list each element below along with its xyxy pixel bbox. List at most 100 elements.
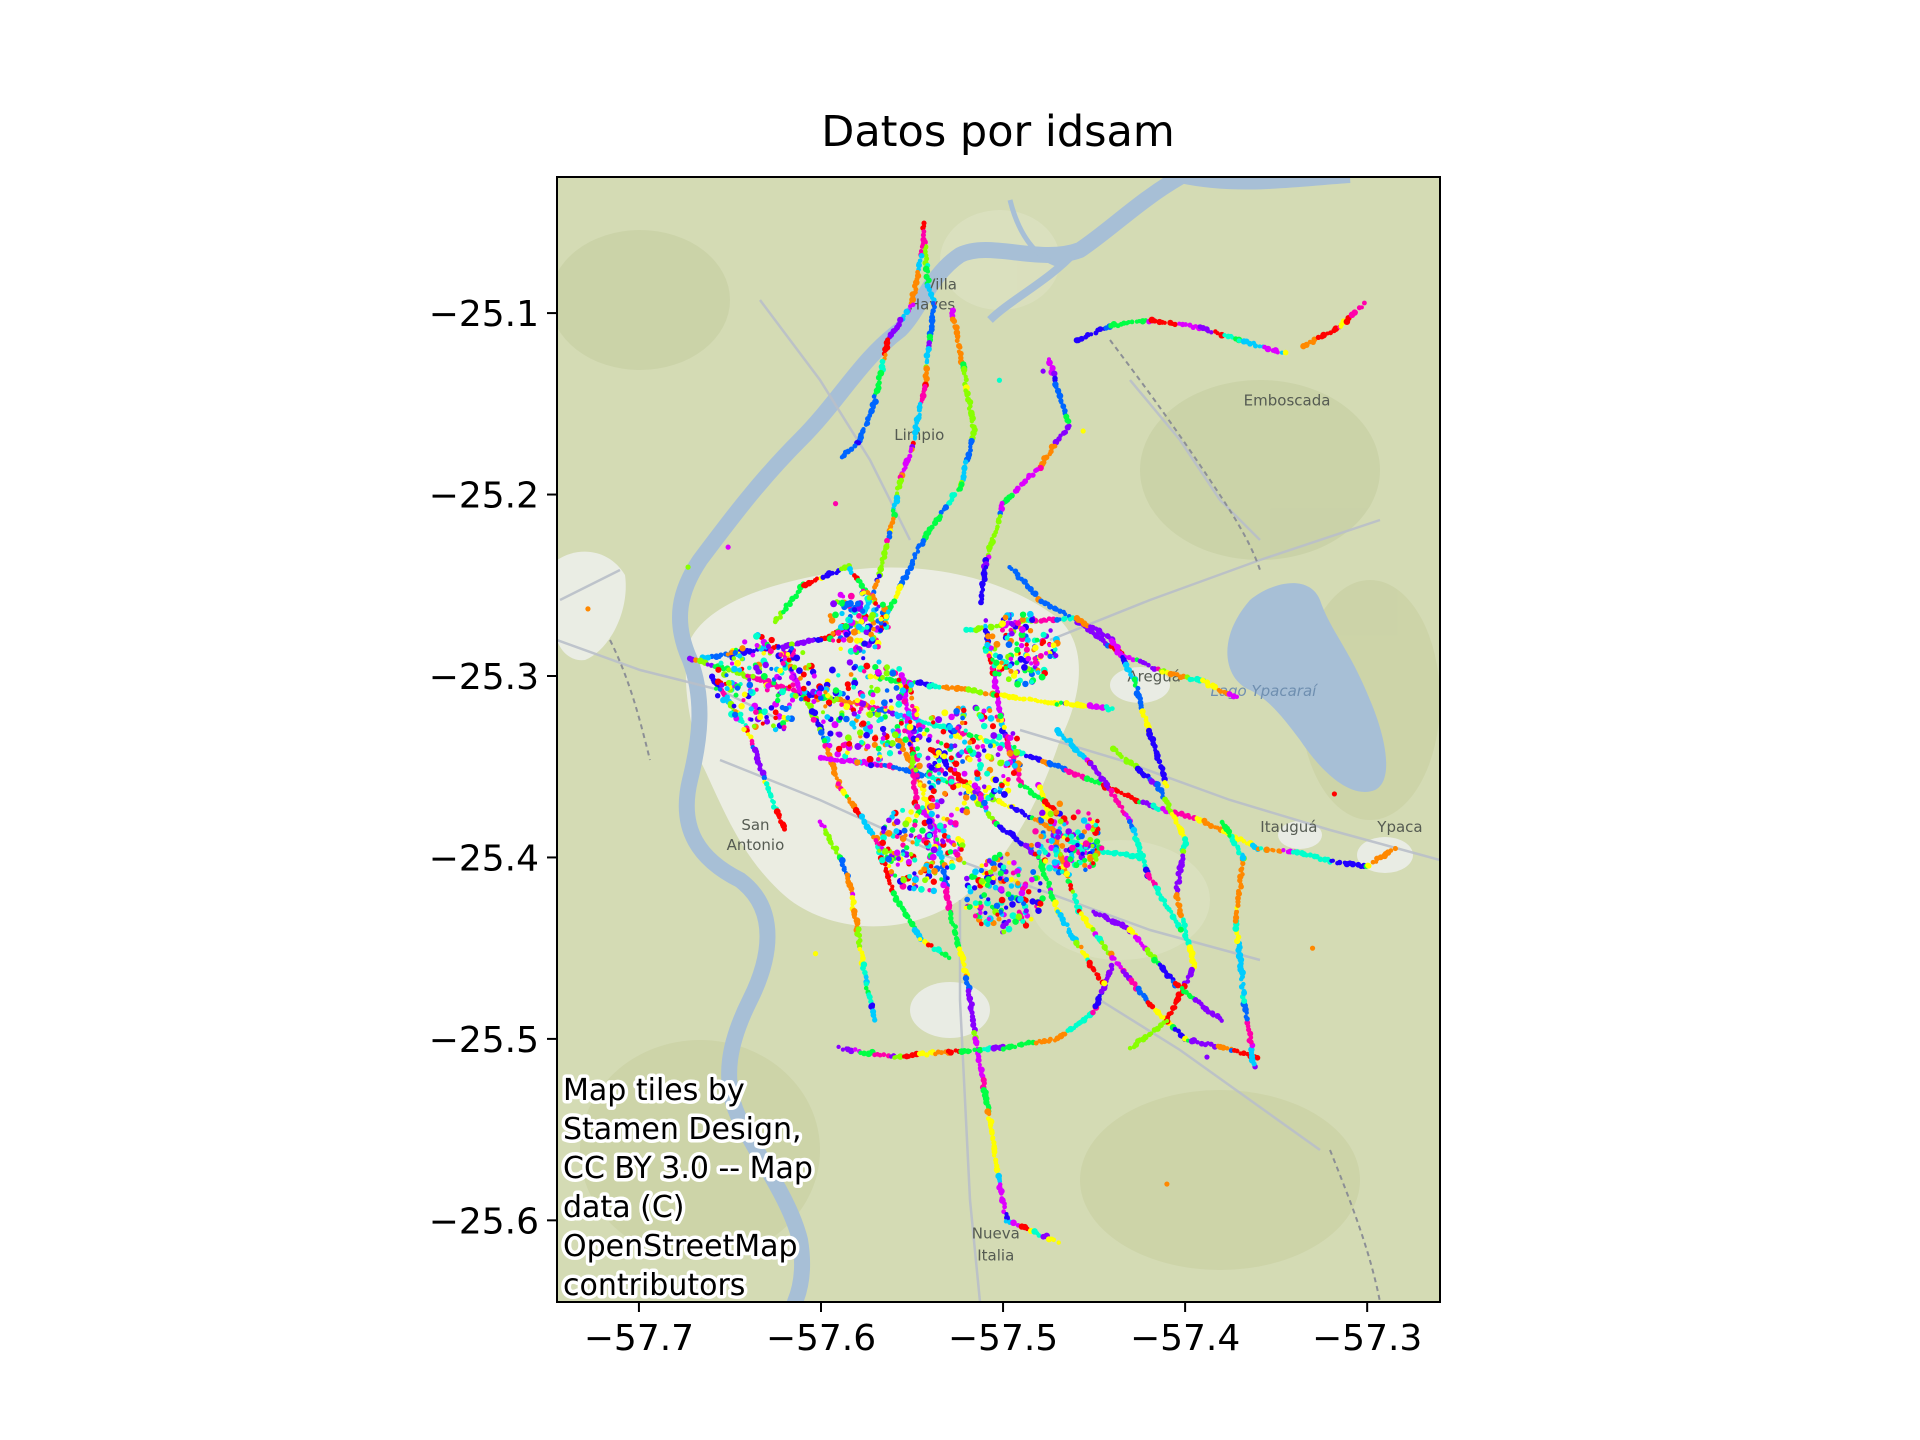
gps-point xyxy=(895,485,900,491)
gps-point xyxy=(1026,475,1031,481)
x-tick-label: −57.4 xyxy=(1130,1318,1240,1359)
gps-point xyxy=(1017,696,1022,701)
gps-point xyxy=(1004,635,1010,641)
gps-point xyxy=(876,659,882,665)
gps-point xyxy=(798,675,803,681)
gps-point xyxy=(823,704,828,709)
gps-point xyxy=(941,816,946,821)
gps-point xyxy=(881,731,887,737)
gps-point xyxy=(907,741,912,747)
gps-point xyxy=(741,698,746,703)
gps-point xyxy=(967,747,973,754)
gps-point xyxy=(962,860,967,866)
gps-point xyxy=(908,809,914,815)
gps-point xyxy=(877,565,885,573)
gps-point xyxy=(946,834,951,839)
gps-point xyxy=(817,685,825,692)
gps-point xyxy=(924,727,930,733)
gps-point xyxy=(1005,776,1011,782)
gps-point xyxy=(881,549,888,557)
gps-point xyxy=(1051,828,1057,834)
gps-point xyxy=(908,719,913,724)
gps-point xyxy=(770,723,776,729)
gps-point xyxy=(835,629,842,636)
gps-point xyxy=(1039,809,1046,816)
gps-point xyxy=(977,713,984,720)
gps-point xyxy=(800,650,806,656)
gps-point xyxy=(734,685,741,691)
gps-point xyxy=(850,628,858,636)
gps-point xyxy=(864,624,870,630)
gps-point xyxy=(848,570,854,576)
gps-point xyxy=(1000,827,1006,833)
gps-point xyxy=(897,1053,904,1060)
gps-point xyxy=(846,636,854,644)
gps-point xyxy=(927,823,934,830)
gps-point xyxy=(1008,656,1014,662)
gps-point xyxy=(1105,917,1111,923)
gps-point xyxy=(1038,817,1045,824)
gps-point xyxy=(982,648,989,654)
gps-point xyxy=(1051,370,1058,377)
gps-point xyxy=(1127,1045,1133,1051)
gps-point xyxy=(959,955,967,962)
gps-point xyxy=(900,746,907,753)
gps-point xyxy=(927,772,932,777)
attribution-line-3: CC BY 3.0 -- Map xyxy=(563,1151,813,1186)
gps-point xyxy=(1234,694,1240,700)
gps-point xyxy=(920,232,926,238)
gps-point xyxy=(1090,843,1095,848)
gps-point xyxy=(773,715,778,721)
gps-point xyxy=(874,711,881,718)
gps-point xyxy=(1041,455,1048,462)
gps-point xyxy=(955,806,960,812)
gps-point xyxy=(793,642,798,647)
gps-point xyxy=(920,805,925,811)
gps-point xyxy=(851,607,858,613)
gps-point xyxy=(748,734,754,740)
gps-point xyxy=(992,884,999,891)
gps-point xyxy=(988,645,994,651)
gps-point xyxy=(1078,335,1085,342)
gps-point xyxy=(1196,817,1203,824)
gps-point xyxy=(984,899,991,907)
gps-point xyxy=(1195,1040,1200,1045)
gps-point xyxy=(1257,344,1262,349)
gps-point xyxy=(971,782,979,790)
gps-point xyxy=(1210,1012,1216,1018)
gps-point xyxy=(966,406,972,411)
gps-point xyxy=(962,975,970,982)
gps-point xyxy=(1078,832,1085,840)
gps-point xyxy=(1155,807,1162,813)
gps-point xyxy=(848,700,854,706)
gps-point xyxy=(917,937,923,942)
gps-point xyxy=(777,667,784,674)
gps-points-layer xyxy=(585,220,1398,1245)
gps-point xyxy=(930,300,936,306)
gps-point xyxy=(1146,662,1151,668)
gps-point xyxy=(817,695,824,701)
gps-point xyxy=(1035,670,1041,676)
gps-point xyxy=(946,686,951,691)
gps-point xyxy=(1008,876,1014,883)
gps-point xyxy=(886,609,891,615)
y-tick-label: −25.1 xyxy=(429,294,539,335)
gps-point xyxy=(928,764,935,771)
gps-point xyxy=(753,709,759,715)
gps-point xyxy=(1083,775,1091,783)
gps-point xyxy=(938,1050,944,1056)
gps-point-outlier xyxy=(1309,945,1316,951)
gps-point xyxy=(997,885,1005,893)
gps-point xyxy=(1003,1219,1009,1224)
gps-point xyxy=(1109,706,1115,712)
gps-point xyxy=(914,841,920,847)
gps-point xyxy=(1029,697,1034,702)
gps-point xyxy=(789,697,796,703)
gps-point xyxy=(869,611,876,619)
gps-point xyxy=(912,822,918,828)
gps-point xyxy=(886,750,894,757)
gps-point xyxy=(884,537,890,544)
gps-point xyxy=(940,839,946,845)
gps-point xyxy=(1083,867,1088,873)
gps-point xyxy=(1022,696,1027,702)
